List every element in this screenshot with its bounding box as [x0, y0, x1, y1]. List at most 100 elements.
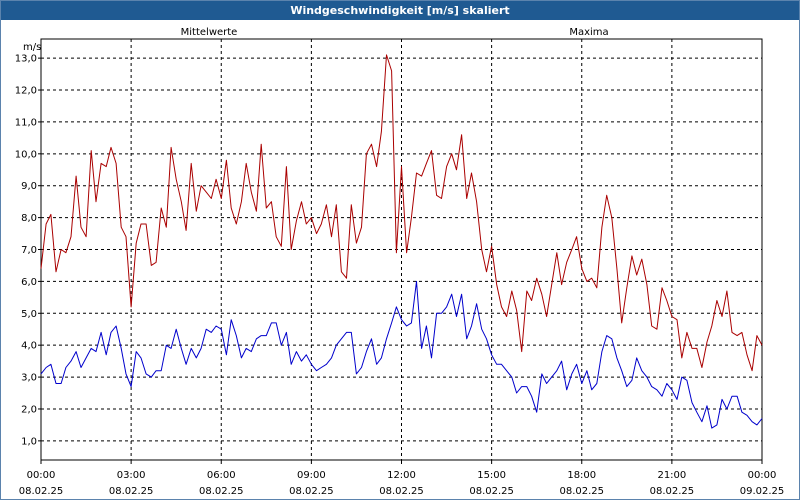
data-point	[451, 294, 452, 295]
data-point	[281, 246, 282, 247]
data-point	[626, 287, 627, 288]
data-point	[661, 396, 662, 397]
data-point	[691, 348, 692, 349]
data-point	[531, 396, 532, 397]
data-point	[1, 402, 2, 403]
data-point	[70, 361, 71, 362]
data-point	[125, 236, 126, 237]
x-tick-time-label: 21:00	[657, 470, 686, 481]
data-point	[416, 172, 417, 173]
data-point	[721, 399, 722, 400]
data-point	[95, 201, 96, 202]
y-tick-label: 11,0	[15, 117, 37, 128]
data-point	[161, 370, 162, 371]
x-tick-time-label: 00:00	[748, 470, 777, 481]
data-point	[506, 316, 507, 317]
data-point	[131, 386, 132, 387]
data-point	[641, 370, 642, 371]
data-point	[711, 325, 712, 326]
data-point	[391, 322, 392, 323]
data-point	[616, 268, 617, 269]
data-point	[256, 211, 257, 212]
x-tick-date-label: 08.02.25	[289, 486, 334, 497]
data-point	[201, 348, 202, 349]
data-point	[486, 271, 487, 272]
data-point	[241, 201, 242, 202]
series-points-mittelwerte	[1, 281, 763, 439]
y-tick-label: 1,0	[21, 436, 37, 447]
data-point	[546, 316, 547, 317]
data-point	[61, 383, 62, 384]
data-point	[611, 338, 612, 339]
data-point	[196, 357, 197, 358]
data-point	[576, 364, 577, 365]
data-point	[176, 329, 177, 330]
data-point	[231, 207, 232, 208]
series-line-maxima	[40, 54, 763, 372]
data-point	[737, 335, 738, 336]
data-point	[606, 195, 607, 196]
data-point	[401, 319, 402, 320]
data-point	[291, 364, 292, 365]
data-point	[80, 227, 81, 228]
data-point	[101, 163, 102, 164]
data-point	[116, 325, 117, 326]
data-point	[566, 389, 567, 390]
data-point	[631, 255, 632, 256]
data-point	[186, 230, 187, 231]
data-point	[741, 332, 742, 333]
data-point	[681, 357, 682, 358]
x-tick-time-label: 06:00	[207, 470, 236, 481]
data-point	[426, 163, 427, 164]
x-tick-time-label: 18:00	[567, 470, 596, 481]
x-axis-ticks: 00:00 08.02.25 03:00 08.02.25 06:00 08.02.25 0…	[19, 460, 785, 497]
data-point	[471, 172, 472, 173]
x-tick-date-label: 09.02.25	[740, 486, 785, 497]
data-point	[441, 198, 442, 199]
data-point	[686, 380, 687, 381]
data-point	[176, 179, 177, 180]
data-point	[731, 332, 732, 333]
data-point	[531, 300, 532, 301]
data-point	[311, 217, 312, 218]
data-point	[91, 150, 92, 151]
data-point	[80, 367, 81, 368]
data-point	[556, 252, 557, 253]
x-tick-time-label: 15:00	[477, 470, 506, 481]
data-point	[216, 179, 217, 180]
data-point	[696, 348, 697, 349]
data-point	[496, 364, 497, 365]
data-point	[121, 227, 122, 228]
data-point	[486, 338, 487, 339]
data-point	[1, 361, 2, 362]
data-point	[151, 377, 152, 378]
data-point	[591, 278, 592, 279]
legend-maxima: Maxima	[569, 27, 608, 38]
data-point	[621, 322, 622, 323]
data-point	[1, 386, 2, 387]
y-tick-label: 6,0	[21, 277, 37, 288]
data-point	[466, 338, 467, 339]
y-axis-ticks: 1,0 2,0 3,0 4,0 5,0 6,0 7,0 8,0 9,0 10,0 11,0 12,0 1…	[15, 54, 41, 447]
data-point	[571, 249, 572, 250]
data-point	[551, 377, 552, 378]
data-point	[521, 351, 522, 352]
data-point	[55, 383, 56, 384]
data-point	[65, 367, 66, 368]
data-point	[251, 192, 252, 193]
x-tick-time-label: 03:00	[117, 470, 146, 481]
data-point	[686, 332, 687, 333]
data-point	[746, 354, 747, 355]
x-tick-date-label: 08.02.25	[650, 486, 695, 497]
y-tick-label: 7,0	[21, 245, 37, 256]
data-point	[296, 220, 297, 221]
series-points-maxima	[1, 54, 763, 387]
data-point	[696, 412, 697, 413]
data-point	[586, 281, 587, 282]
data-point	[211, 198, 212, 199]
data-point	[296, 351, 297, 352]
data-point	[716, 300, 717, 301]
chart-title: Windgeschwindigkeit [m/s] skaliert	[1, 1, 799, 20]
data-point	[326, 364, 327, 365]
